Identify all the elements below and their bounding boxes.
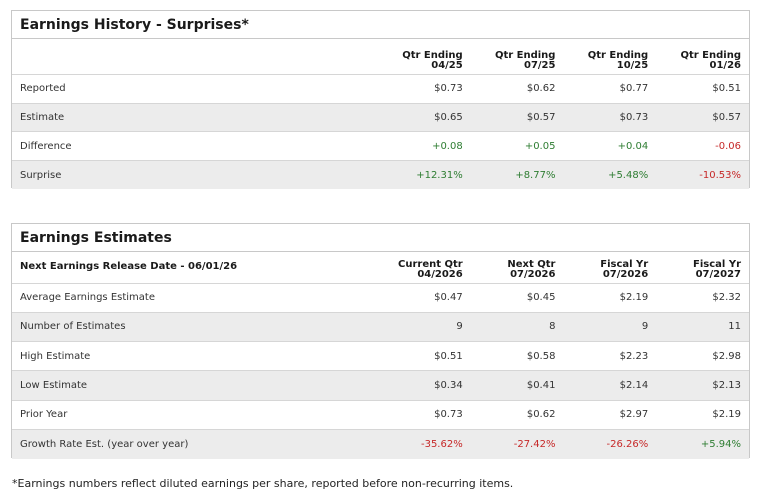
cell-value: $0.65	[434, 111, 463, 123]
row-label: Average Earnings Estimate	[20, 292, 155, 304]
cell-value: $0.77	[619, 83, 649, 94]
table-row: Estimate $0.65 $0.57 $0.73 $0.57	[12, 103, 749, 132]
estimates-col-header: Next Qtr 07/2026	[507, 258, 556, 280]
cell-value: $0.57	[712, 111, 741, 123]
cell-value: -10.53%	[699, 169, 741, 181]
history-col-header: Qtr Ending 07/25	[494, 49, 556, 71]
row-label: Prior Year	[20, 409, 68, 421]
cell-value: $0.51	[434, 350, 463, 362]
cell-value: $0.51	[712, 83, 741, 94]
row-label: Surprise	[20, 169, 62, 181]
cell-value: +5.48%	[608, 169, 649, 181]
history-header-blank	[12, 39, 378, 74]
row-label: High Estimate	[20, 350, 91, 362]
row-label: Reported	[20, 83, 66, 94]
cell-value: 9	[641, 321, 649, 333]
cell-value: -35.62%	[420, 438, 463, 450]
cell-value: $0.45	[526, 292, 556, 304]
cell-value: 8	[549, 321, 556, 333]
footnote: *Earnings numbers reflect diluted earnin…	[12, 477, 514, 490]
history-header-row: Qtr Ending 04/25 Qtr Ending 07/25 Qtr Endi…	[12, 39, 749, 74]
cell-value: $0.73	[434, 83, 463, 94]
row-label: Growth Rate Est. (year over year)	[20, 438, 189, 450]
cell-value: -26.26%	[606, 438, 649, 450]
table-row: Prior Year $0.73 $0.62 $2.97 $2.19	[12, 400, 749, 429]
history-col-header: Qtr Ending 04/25	[402, 49, 463, 71]
row-label: Difference	[20, 140, 72, 152]
cell-value: $0.47	[434, 292, 463, 304]
cell-value: 9	[456, 321, 463, 333]
estimates-col-header: Current Qtr 04/2026	[398, 258, 463, 280]
estimates-col-header: Fiscal Yr 07/2027	[693, 258, 741, 280]
cell-value: $0.62	[526, 409, 556, 421]
history-col-header: Qtr Ending 01/26	[680, 49, 741, 71]
table-row: Reported $0.73 $0.62 $0.77 $0.51	[12, 74, 749, 103]
next-release-date-label: Next Earnings Release Date - 06/01/26	[20, 261, 238, 273]
cell-value: $2.14	[619, 380, 649, 392]
history-col-header: Qtr Ending 10/25	[587, 49, 649, 71]
earnings-history-panel: Earnings History - Surprises* Qtr Ending…	[11, 10, 750, 190]
cell-value: $2.23	[619, 350, 649, 362]
cell-value: $0.34	[434, 380, 463, 392]
row-label: Estimate	[20, 111, 65, 123]
estimates-header-row: Next Earnings Release Date - 06/01/26 Cu…	[12, 252, 749, 283]
table-row: Number of Estimates 9 8 9 11	[12, 312, 749, 342]
cell-value: $0.41	[526, 380, 556, 392]
cell-value: 11	[728, 321, 741, 333]
cell-value: $0.58	[526, 350, 556, 362]
cell-value: $2.13	[712, 380, 741, 392]
cell-value: +0.04	[617, 140, 649, 152]
earnings-history-title: Earnings History - Surprises*	[12, 11, 749, 39]
cell-value: +0.08	[432, 140, 463, 152]
row-label: Number of Estimates	[20, 321, 126, 333]
row-label: Low Estimate	[20, 380, 88, 392]
earnings-estimates-panel: Earnings Estimates Next Earnings Release…	[11, 223, 750, 459]
cell-value: $0.62	[526, 83, 556, 94]
cell-value: +8.77%	[515, 169, 556, 181]
cell-value: $0.57	[526, 111, 556, 123]
cell-value: $2.19	[712, 409, 741, 421]
cell-value: -0.06	[715, 140, 741, 152]
cell-value: $0.73	[619, 111, 649, 123]
table-row: Growth Rate Est. (year over year) -35.62…	[12, 429, 749, 459]
earnings-history-table: Qtr Ending 04/25 Qtr Ending 07/25 Qtr Endi…	[12, 39, 749, 190]
table-row: Average Earnings Estimate $0.47 $0.45 $2…	[12, 283, 749, 312]
table-row: Low Estimate $0.34 $0.41 $2.14 $2.13	[12, 370, 749, 401]
table-row: High Estimate $0.51 $0.58 $2.23 $2.98	[12, 341, 749, 371]
estimates-col-header: Fiscal Yr 07/2026	[600, 258, 649, 280]
earnings-estimates-table: Next Earnings Release Date - 06/01/26 Cu…	[12, 252, 749, 459]
cell-value: +0.05	[524, 140, 556, 152]
cell-value: +12.31%	[416, 169, 463, 181]
earnings-estimates-title: Earnings Estimates	[12, 224, 749, 252]
cell-value: $2.32	[712, 292, 741, 304]
cell-value: $2.19	[619, 292, 649, 304]
cell-value: +5.94%	[700, 438, 741, 450]
cell-value: $0.73	[434, 409, 463, 421]
cell-value: $2.98	[712, 350, 741, 362]
cell-value: $2.97	[619, 409, 649, 421]
table-row: Difference +0.08 +0.05 +0.04 -0.06	[12, 131, 749, 161]
cell-value: -27.42%	[513, 438, 556, 450]
table-row: Surprise +12.31% +8.77% +5.48% -10.53%	[12, 160, 749, 190]
